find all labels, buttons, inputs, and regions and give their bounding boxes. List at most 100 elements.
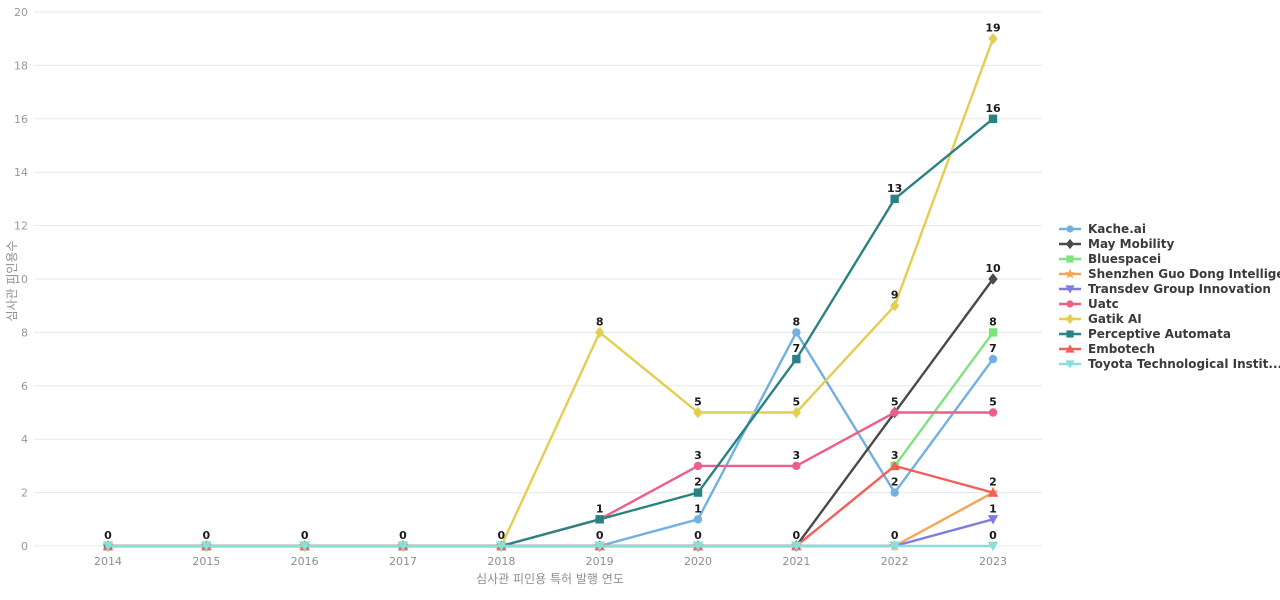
data-point-marker[interactable]: [397, 541, 409, 552]
data-point-marker[interactable]: [889, 460, 900, 471]
data-point-marker[interactable]: [890, 408, 899, 417]
point-value-label: 0: [793, 529, 801, 542]
x-tick-label: 2017: [389, 555, 417, 568]
x-tick-label: 2020: [684, 555, 712, 568]
point-value-label: 0: [498, 529, 506, 542]
data-point-marker[interactable]: [987, 515, 999, 525]
data-point-marker[interactable]: [987, 541, 999, 552]
point-value-label: 0: [399, 529, 407, 542]
point-value-label: 19: [985, 22, 1000, 35]
data-point-marker[interactable]: [890, 488, 899, 497]
data-point-marker[interactable]: [988, 114, 998, 123]
data-point-marker[interactable]: [693, 515, 703, 524]
legend: Kache.ai May Mobility Bluespacei Shenzhen G…: [1058, 223, 1280, 370]
legend-marker-icon: [1059, 360, 1081, 369]
x-tick-label: 2019: [586, 555, 614, 568]
x-tick-label: 2014: [94, 555, 122, 568]
legend-item[interactable]: Shenzhen Guo Dong Intellige...: [1058, 268, 1280, 280]
legend-item[interactable]: Bluespacei: [1058, 253, 1280, 265]
y-axis-ticks: 0 2 4 6 8 10 12 14 16 18 20: [14, 6, 28, 553]
data-point-marker[interactable]: [595, 515, 604, 524]
point-value-label: 1: [989, 502, 997, 515]
point-value-label: 0: [891, 529, 899, 542]
series-line: [106, 37, 995, 548]
point-value-label: 10: [985, 262, 1001, 275]
point-value-label: 7: [989, 342, 997, 355]
data-point-marker[interactable]: [988, 354, 998, 364]
legend-label: Kache.ai: [1088, 222, 1146, 236]
series-group: [102, 541, 999, 552]
legend-marker-icon: [1059, 225, 1081, 233]
y-tick-label: 0: [21, 540, 28, 553]
data-point-marker[interactable]: [692, 541, 704, 552]
y-tick-label: 20: [14, 6, 28, 19]
point-value-label: 9: [891, 289, 899, 302]
point-value-label: 2: [891, 476, 899, 489]
data-point-marker[interactable]: [201, 541, 212, 552]
data-point-marker[interactable]: [693, 461, 703, 471]
data-point-marker[interactable]: [299, 541, 310, 552]
data-point-marker[interactable]: [889, 541, 900, 552]
data-point-marker[interactable]: [792, 328, 801, 337]
data-point-marker[interactable]: [594, 326, 605, 339]
x-tick-label: 2021: [782, 555, 810, 568]
legend-item[interactable]: Perceptive Automata: [1058, 328, 1280, 340]
data-point-marker[interactable]: [791, 541, 802, 552]
series-layer: [102, 33, 999, 552]
y-tick-label: 14: [14, 166, 28, 179]
point-value-label: 5: [989, 396, 997, 409]
x-tick-label: 2018: [487, 555, 515, 568]
point-value-label: 8: [793, 315, 801, 328]
data-point-marker[interactable]: [792, 354, 801, 364]
y-tick-label: 18: [14, 59, 28, 72]
x-tick-label: 2016: [291, 555, 319, 568]
data-point-marker[interactable]: [102, 541, 114, 552]
legend-label: Bluespacei: [1088, 252, 1162, 266]
legend-label: Embotech: [1088, 342, 1156, 356]
point-value-label: 0: [104, 529, 112, 542]
point-value-label: 1: [596, 502, 604, 515]
data-point-marker[interactable]: [988, 408, 998, 417]
data-point-marker[interactable]: [988, 33, 998, 45]
data-point-marker[interactable]: [988, 328, 998, 337]
point-value-label: 2: [989, 476, 997, 489]
data-point-marker[interactable]: [889, 300, 900, 312]
point-value-label: 0: [596, 529, 604, 542]
point-value-label: 5: [793, 396, 801, 409]
legend-label: Gatik AI: [1088, 312, 1142, 326]
legend-item[interactable]: Transdev Group Innovation: [1058, 283, 1280, 295]
data-point-marker[interactable]: [791, 406, 802, 419]
x-tick-label: 2022: [881, 555, 909, 568]
point-value-label: 1: [694, 502, 702, 515]
data-point-marker[interactable]: [988, 273, 998, 285]
legend-marker-icon: [1059, 330, 1081, 338]
legend-marker-icon: [1059, 344, 1081, 353]
y-tick-label: 6: [21, 380, 28, 393]
data-point-marker[interactable]: [792, 461, 801, 471]
y-tick-label: 10: [14, 273, 28, 286]
legend-item[interactable]: Kache.ai: [1058, 223, 1280, 235]
point-value-label: 0: [989, 529, 997, 542]
data-point-marker[interactable]: [693, 406, 703, 419]
legend-item[interactable]: Embotech: [1058, 343, 1280, 355]
point-value-label: 3: [694, 449, 702, 462]
data-point-marker[interactable]: [693, 488, 703, 497]
point-value-label: 16: [985, 102, 1001, 115]
legend-item[interactable]: Uatc: [1058, 298, 1280, 310]
legend-marker-icon: [1059, 238, 1081, 250]
series-group: [890, 328, 998, 471]
data-point-marker[interactable]: [496, 541, 507, 552]
legend-item[interactable]: Toyota Technological Instit...: [1058, 358, 1280, 370]
legend-item[interactable]: May Mobility: [1058, 238, 1280, 250]
data-point-marker[interactable]: [890, 194, 899, 204]
data-point-marker[interactable]: [594, 541, 605, 552]
y-tick-label: 4: [21, 433, 28, 446]
legend-label: Perceptive Automata: [1088, 327, 1231, 341]
x-axis-title: 심사관 피인용 특허 발행 연도: [476, 571, 624, 586]
data-point-marker[interactable]: [987, 487, 999, 497]
legend-item[interactable]: Gatik AI: [1058, 313, 1280, 325]
series-line: [106, 277, 995, 548]
series-group: [103, 33, 998, 552]
